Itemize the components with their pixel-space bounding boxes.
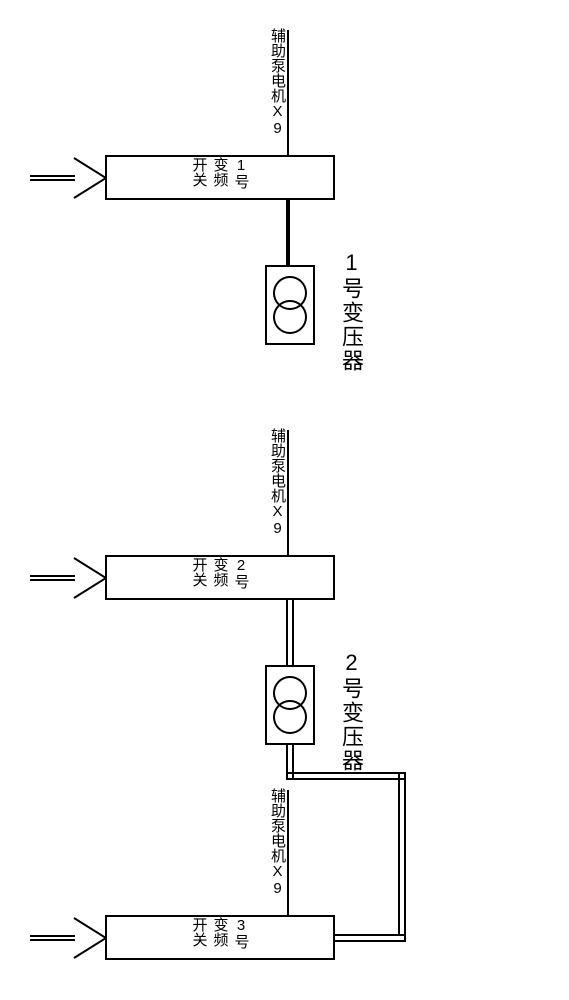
conn-tx2-sw3-h2	[335, 934, 406, 942]
conn-sw1-tx1	[286, 200, 290, 265]
trunk-line-r2b	[30, 579, 75, 581]
trunk-line-r1	[30, 175, 75, 177]
aux-label-r1: 辅助泵电机X9	[267, 28, 288, 137]
transformer-2	[265, 665, 315, 745]
arrowhead-r1	[73, 157, 107, 199]
trunk-line-r3b	[30, 939, 75, 941]
aux-label-r2: 辅助泵电机X9	[267, 428, 288, 537]
transformer-1-label: 1号变压器	[335, 250, 367, 373]
trunk-line-r3	[30, 935, 75, 937]
transformer-1	[265, 265, 315, 345]
conn-tx2-sw3-h	[286, 772, 406, 780]
conn-tx2-sw3-v2	[398, 772, 406, 934]
conn-sw2-tx2	[286, 600, 294, 665]
switch-2-block: 2号变频开关	[105, 555, 335, 600]
trunk-line-r1b	[30, 179, 75, 181]
aux-label-r3: 辅助泵电机X9	[267, 788, 288, 897]
arrowhead-r2	[73, 557, 107, 599]
switch-1-label: 1号变频开关	[189, 157, 252, 198]
transformer-2-label: 2号变压器	[335, 650, 367, 773]
switch-3-label: 3号变频开关	[189, 917, 252, 958]
arrowhead-r3	[73, 917, 107, 959]
conn-corner-1	[398, 772, 406, 780]
switch-2-label: 2号变频开关	[189, 557, 252, 598]
switch-3-block: 3号变频开关	[105, 915, 335, 960]
conn-corner-2	[398, 934, 406, 942]
trunk-line-r2	[30, 575, 75, 577]
conn-corner-3	[286, 772, 294, 780]
switch-1-block: 1号变频开关	[105, 155, 335, 200]
